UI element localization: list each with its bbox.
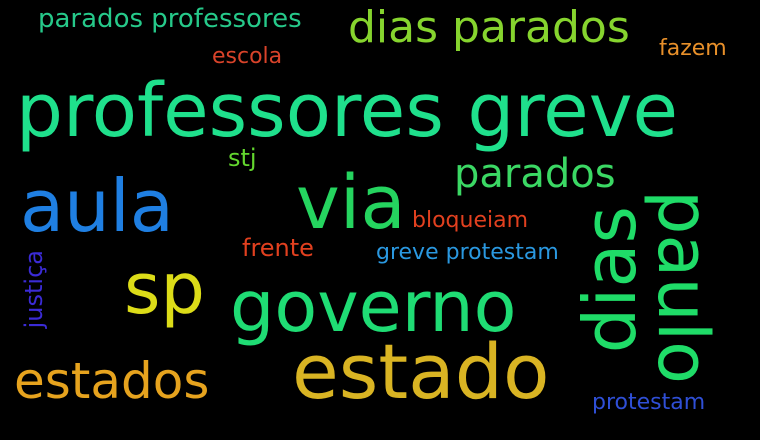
word-sp: sp	[124, 248, 205, 330]
word-professores-greve: professores greve	[16, 68, 679, 154]
word-dias: dias	[568, 206, 652, 354]
word-protestam: protestam	[592, 390, 706, 415]
word-stj: stj	[228, 144, 257, 172]
word-dias-parados: dias parados	[348, 2, 630, 53]
word-parados-professores: parados professores	[38, 4, 302, 34]
word-parados: parados	[454, 151, 616, 197]
word-via: via	[296, 160, 406, 246]
word-justica: justiça	[20, 250, 48, 329]
word-paulo: paulo	[642, 190, 724, 384]
word-bloqueiam: bloqueiam	[412, 208, 529, 233]
word-escola: escola	[212, 44, 283, 69]
word-aula: aula	[20, 164, 174, 248]
word-greve-protestam: greve protestam	[376, 240, 559, 265]
word-estado: estado	[292, 327, 550, 416]
word-fazem: fazem	[659, 36, 727, 61]
word-estados: estados	[14, 352, 210, 410]
word-frente: frente	[242, 234, 314, 262]
word-governo: governo	[230, 266, 517, 348]
